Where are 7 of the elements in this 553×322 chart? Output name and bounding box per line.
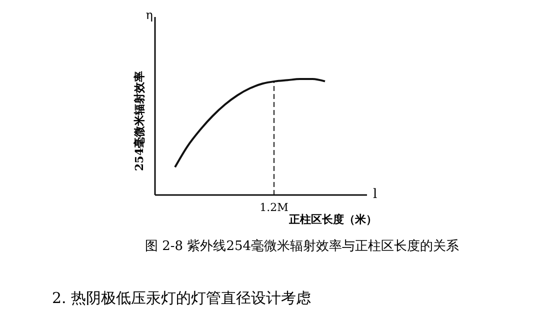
caption: 图 2-8 紫外线254毫微米辐射效率与正柱区长度的关系 bbox=[145, 238, 460, 254]
text: 2. 热阴极低压汞灯的灯管直径设计考虑 bbox=[52, 289, 312, 307]
text: 1.2M bbox=[260, 201, 288, 214]
y-axis-title: 254毫微米辐射效率 bbox=[133, 71, 146, 171]
text: l bbox=[373, 187, 378, 202]
x-axis-title: 正柱区长度（米） bbox=[288, 213, 377, 226]
text: η bbox=[146, 8, 153, 22]
